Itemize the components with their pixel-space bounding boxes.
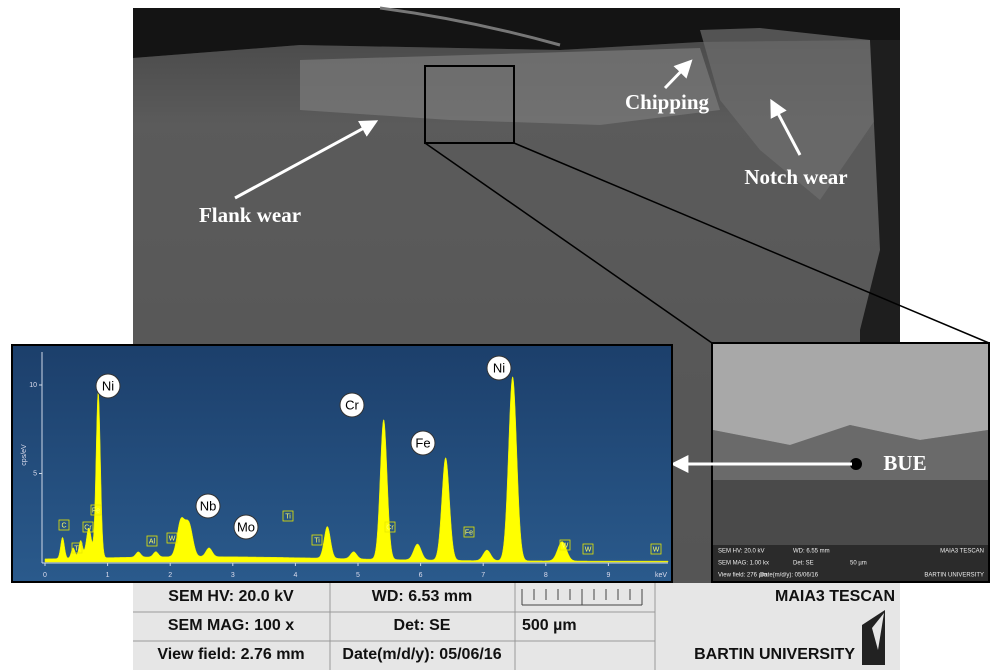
- minor-label: W: [585, 546, 592, 553]
- peak-label: Fe: [415, 435, 430, 450]
- x-tick-label: 9: [606, 572, 610, 579]
- x-tick-label: 7: [481, 572, 485, 579]
- minor-label: W: [169, 535, 176, 542]
- x-tick-label: 5: [356, 572, 360, 579]
- inset-info: Det: SE: [793, 561, 814, 567]
- x-tick-label: 6: [419, 572, 423, 579]
- info-text: View field: 2.76 mm: [157, 646, 304, 663]
- x-tick-label: 2: [168, 572, 172, 579]
- info-text: Det: SE: [394, 617, 451, 634]
- minor-label: Fe: [465, 529, 473, 536]
- minor-label: Ti: [285, 513, 291, 520]
- x-tick-label: 4: [293, 572, 297, 579]
- minor-label: W: [562, 542, 569, 549]
- minor-label: Ti: [74, 545, 80, 552]
- info-text: 500 µm: [522, 617, 577, 634]
- x-tick-label: 3: [231, 572, 235, 579]
- minor-label: Fe: [92, 507, 100, 514]
- peak-label: Cr: [345, 397, 359, 412]
- figure: Chipping Notch wear Flank wear SEM HV: 2…: [0, 0, 991, 670]
- minor-label: Ti: [314, 537, 320, 544]
- peak-label: Nb: [200, 498, 217, 513]
- minor-label: W: [653, 546, 660, 553]
- inset-info: SEM MAG: 1.00 kx: [718, 561, 769, 567]
- peak-label: Ni: [102, 378, 114, 393]
- info-text: SEM MAG: 100 x: [168, 617, 294, 634]
- x-unit: keV: [655, 572, 667, 579]
- inset-info: 50 µm: [850, 561, 867, 567]
- inset-info: BARTIN UNIVERSITY: [924, 573, 984, 579]
- y-axis-label: cps/eV: [21, 444, 28, 466]
- x-tick-label: 1: [106, 572, 110, 579]
- annotation: Flank wear: [199, 203, 301, 227]
- minor-label: Al: [149, 538, 156, 545]
- annotation: Chipping: [625, 90, 710, 114]
- peak-label: Mo: [237, 519, 255, 534]
- annotation: Notch wear: [744, 165, 847, 189]
- info-text: Date(m/d/y): 05/06/16: [342, 646, 501, 663]
- inset-info: Date(m/d/y): 05/06/16: [760, 573, 819, 579]
- y-tick-label: 10: [29, 382, 37, 389]
- info-text: SEM HV: 20.0 kV: [168, 588, 294, 605]
- x-tick-label: 0: [43, 572, 47, 579]
- inset-info: MAIA3 TESCAN: [940, 549, 984, 555]
- peak-label: Ni: [493, 360, 505, 375]
- info-text: WD: 6.53 mm: [372, 588, 472, 605]
- y-tick-label: 5: [33, 470, 37, 477]
- minor-label: C: [61, 522, 66, 529]
- annotation: BUE: [883, 451, 926, 475]
- minor-label: Cr: [386, 524, 394, 531]
- x-tick-label: 8: [544, 572, 548, 579]
- minor-label: Cr: [84, 524, 92, 531]
- info-text: MAIA3 TESCAN: [775, 588, 895, 605]
- inset-info: SEM HV: 20.0 kV: [718, 549, 764, 555]
- info-text: BARTIN UNIVERSITY: [694, 646, 855, 663]
- inset-info: WD: 6.55 mm: [793, 549, 830, 555]
